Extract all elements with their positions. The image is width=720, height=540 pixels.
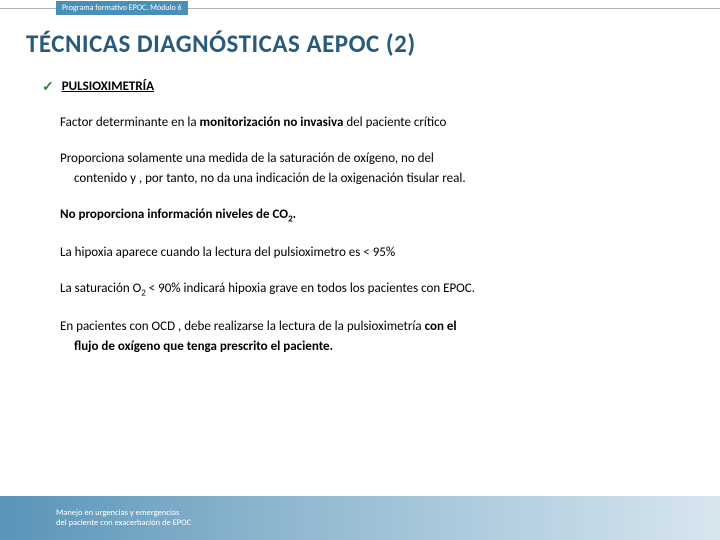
p1-text-a: Factor determinante en la	[60, 115, 200, 130]
p2-text-b: contenido y , por tanto, no da una indic…	[60, 169, 680, 189]
p2-text-a: Proporciona solamente una medida de la s…	[60, 151, 434, 166]
p5-text-a: La saturación O	[60, 281, 141, 296]
p1-bold: monitorización no invasiva	[200, 115, 344, 130]
paragraph-3: No proporciona información niveles de CO…	[42, 205, 680, 227]
footer-bar: Manejo en urgencias y emergencias del pa…	[0, 496, 720, 540]
check-icon: ✓	[42, 78, 54, 95]
paragraph-4: La hipoxia aparece cuando la lectura del…	[42, 243, 680, 263]
p6-bold-b: con el	[425, 319, 457, 334]
p6-text-a: En pacientes con OCD , debe realizarse l…	[60, 319, 425, 334]
paragraph-1: Factor determinante en la monitorización…	[42, 113, 680, 133]
p3-bold-a: No proporciona información niveles de CO	[60, 207, 288, 222]
section-heading: PULSIOXIMETRÍA	[62, 79, 154, 94]
paragraph-2: Proporciona solamente una medida de la s…	[42, 149, 680, 189]
slide-title: TÉCNICAS DIAGNÓSTICAS AEPOC (2)	[26, 28, 416, 59]
program-label: Programa formativo EPOC. Módulo 6	[56, 1, 188, 15]
paragraph-6: En pacientes con OCD , debe realizarse l…	[42, 317, 680, 357]
p6-bold-c: flujo de oxígeno que tenga prescrito el …	[60, 337, 680, 357]
paragraph-5: La saturación O2 < 90% indicará hipoxia …	[42, 279, 680, 301]
header-bar: Programa formativo EPOC. Módulo 6	[0, 0, 720, 16]
footer-line-2: del paciente con exacerbación de EPOC	[56, 518, 191, 528]
header-line-left	[0, 8, 56, 9]
header-line-right	[188, 8, 720, 9]
footer-line-1: Manejo en urgencias y emergencias	[56, 508, 179, 518]
section-heading-row: ✓ PULSIOXIMETRÍA	[42, 78, 680, 95]
footer-text: Manejo en urgencias y emergencias del pa…	[56, 508, 191, 528]
p5-text-b: < 90% indicará hipoxia grave en todos lo…	[146, 281, 475, 296]
content-area: ✓ PULSIOXIMETRÍA Factor determinante en …	[42, 78, 680, 373]
p3-bold-b: .	[293, 207, 296, 222]
p1-text-c: del paciente crítico	[343, 115, 446, 130]
